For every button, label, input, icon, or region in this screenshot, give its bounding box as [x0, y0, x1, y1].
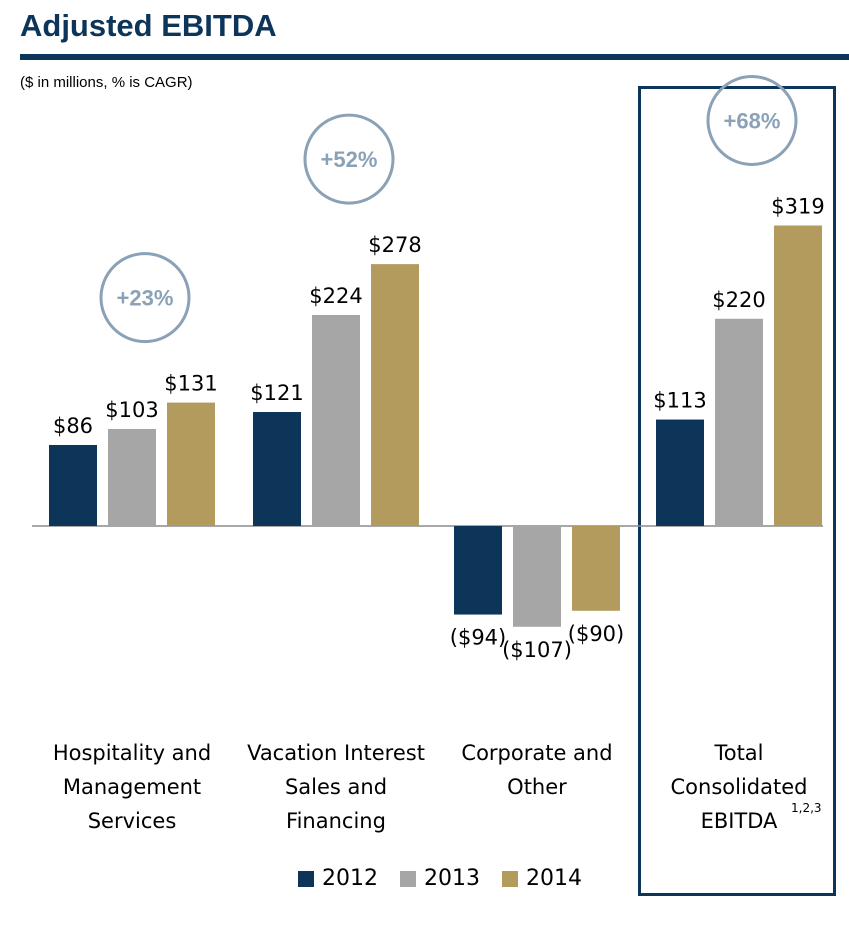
bar-2013-cat0 [108, 428, 156, 526]
legend-item-2014: 2014 [502, 866, 582, 891]
legend-swatch-2012 [298, 870, 314, 887]
category-label-0-line2: Services [88, 809, 177, 833]
category-label-3-line0: Total [713, 741, 763, 765]
bar-2012-cat1 [253, 412, 301, 526]
cagr-badge-circle-1 [303, 113, 395, 205]
category-label-1-line1: Sales and [285, 775, 387, 799]
cagr-badge-circle-3 [706, 75, 798, 167]
category-label-3-line2: EBITDA [701, 809, 778, 833]
legend-label-2014: 2014 [526, 866, 582, 891]
category-label-2-line1: Other [507, 775, 567, 799]
legend-item-2013: 2013 [400, 866, 480, 891]
cagr-badge-label-0: +23% [117, 286, 174, 311]
bar-2013-cat3 [715, 318, 763, 526]
bar-2012-cat3 [656, 419, 704, 526]
total-highlight-box [638, 86, 836, 896]
bar-2013-cat1 [312, 314, 360, 526]
bar-2014-cat2 [572, 526, 620, 611]
page-title: Adjusted EBITDA [20, 8, 277, 43]
data-label-2013-cat2: ($107) [502, 638, 572, 662]
bar-2012-cat2 [454, 526, 502, 615]
data-label-2012-cat3: $113 [653, 389, 706, 413]
data-label-2013-cat0: $103 [105, 398, 158, 422]
legend-label-2012: 2012 [322, 866, 378, 891]
bar-2013-cat2 [513, 526, 561, 627]
legend-swatch-2014 [502, 870, 518, 887]
cagr-badge-label-1: +52% [321, 147, 378, 172]
cagr-badge-label-3: +68% [724, 109, 781, 134]
category-footnote-3: 1,2,3 [791, 801, 822, 815]
data-label-2012-cat0: $86 [53, 414, 93, 438]
legend-item-2012: 2012 [298, 866, 378, 891]
data-label-2014-cat0: $131 [164, 372, 217, 396]
legend-swatch-2013 [400, 870, 416, 887]
bar-2014-cat3 [774, 225, 822, 526]
data-label-2014-cat3: $319 [771, 195, 824, 219]
category-label-1-line0: Vacation Interest [247, 741, 425, 765]
data-label-2013-cat1: $224 [309, 284, 362, 308]
bar-2014-cat0 [167, 402, 215, 526]
bar-2012-cat0 [49, 444, 97, 526]
category-label-0-line1: Management [63, 775, 201, 799]
data-label-2014-cat1: $278 [368, 233, 421, 257]
legend: 2012 2013 2014 [298, 866, 582, 891]
category-label-1-line2: Financing [286, 809, 386, 833]
title-rule [20, 54, 849, 60]
category-label-0-line0: Hospitality and [53, 741, 211, 765]
data-label-2013-cat3: $220 [712, 288, 765, 312]
cagr-badge-circle-0 [99, 252, 191, 344]
data-label-2012-cat1: $121 [250, 381, 303, 405]
category-label-2-line0: Corporate and [461, 741, 612, 765]
data-label-2014-cat2: ($90) [568, 622, 624, 646]
subtitle: ($ in millions, % is CAGR) [20, 74, 193, 91]
bar-2014-cat1 [371, 264, 419, 526]
category-label-3-line1: Consolidated [671, 775, 808, 799]
legend-label-2013: 2013 [424, 866, 480, 891]
data-label-2012-cat2: ($94) [450, 626, 506, 650]
